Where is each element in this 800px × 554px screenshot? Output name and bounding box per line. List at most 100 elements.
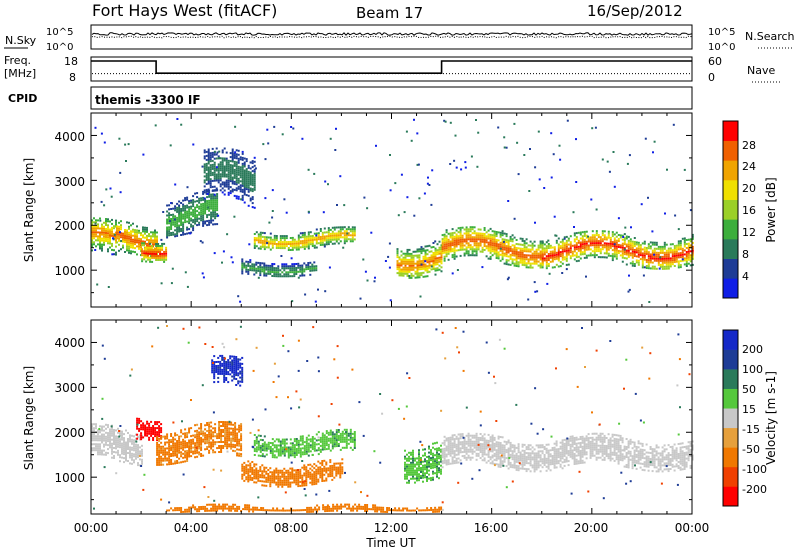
echo-cell	[323, 243, 326, 246]
echo-cell	[617, 250, 620, 252]
echo-cell	[531, 266, 534, 269]
echo-cell	[156, 241, 158, 244]
echo-cell	[305, 243, 308, 246]
echo-cell	[141, 242, 144, 245]
echo-cell	[661, 259, 664, 262]
echo-cell	[172, 450, 175, 453]
echo-cell	[285, 263, 288, 266]
echo-cell	[210, 213, 213, 216]
echo-cell	[149, 250, 152, 253]
echo-cell	[207, 172, 210, 175]
echo-cell	[217, 177, 220, 180]
echo-cell	[231, 369, 234, 372]
echo-cell	[426, 275, 429, 278]
echo-cell	[557, 257, 560, 260]
echo-cell	[133, 447, 135, 450]
noise-cell	[623, 248, 626, 251]
echo-cell	[487, 245, 490, 248]
echo-cell	[519, 237, 522, 240]
echo-cell	[221, 169, 224, 172]
echo-cell	[475, 236, 478, 239]
echo-cell	[651, 255, 654, 258]
echo-cell	[225, 161, 228, 164]
echo-cell	[404, 254, 407, 257]
echo-cell	[426, 249, 429, 252]
echo-cell	[238, 428, 241, 431]
echo-cell	[196, 192, 199, 195]
echo-cell	[235, 161, 238, 164]
noise-cell	[105, 188, 108, 191]
echo-cell	[205, 190, 208, 193]
echo-cell	[689, 256, 692, 259]
echo-cell	[101, 247, 103, 250]
echo-cell	[210, 211, 213, 214]
echo-cell	[99, 217, 101, 220]
echo-cell	[283, 263, 286, 266]
echo-cell	[675, 252, 678, 255]
echo-cell	[565, 247, 568, 250]
echo-cell	[194, 452, 197, 455]
echo-cell	[505, 261, 508, 264]
echo-cell	[285, 273, 288, 276]
echo-cell	[184, 213, 187, 216]
echo-cell	[309, 440, 312, 443]
noise-cell	[363, 196, 366, 199]
echo-cell	[313, 261, 316, 264]
echo-cell	[115, 245, 117, 248]
echo-cell	[418, 274, 421, 277]
echo-cell	[677, 248, 680, 251]
echo-cell	[541, 253, 544, 256]
echo-cell	[545, 267, 548, 270]
echo-cell	[519, 259, 522, 262]
nave-tick-top: 60	[708, 55, 722, 68]
echo-cell	[105, 439, 107, 442]
echo-cell	[410, 268, 413, 271]
echo-cell	[134, 251, 136, 254]
echo-cell	[521, 237, 524, 240]
echo-cell	[275, 267, 278, 270]
noise-cell	[119, 191, 122, 194]
echo-cell	[311, 269, 314, 272]
echo-cell	[150, 237, 152, 240]
echo-cell	[182, 440, 185, 443]
echo-cell	[131, 440, 133, 443]
echo-cell	[109, 432, 111, 435]
echo-cell	[202, 438, 205, 441]
echo-cell	[182, 442, 185, 445]
echo-cell	[434, 247, 437, 250]
echo-cell	[353, 441, 356, 443]
echo-cell	[251, 477, 254, 479]
echo-cell	[353, 447, 356, 449]
noise-cell	[199, 240, 202, 243]
echo-cell	[317, 234, 320, 237]
echo-cell	[213, 173, 216, 176]
echo-cell	[469, 236, 472, 239]
echo-cell	[184, 209, 187, 212]
noise-cell	[559, 158, 562, 161]
echo-cell	[669, 249, 672, 252]
echo-cell	[563, 242, 566, 245]
echo-cell	[231, 190, 234, 193]
echo-cell	[569, 255, 572, 258]
echo-cell	[575, 260, 578, 263]
echo-cell	[182, 217, 185, 220]
echo-cell	[457, 249, 460, 252]
noise-cell	[359, 297, 362, 300]
echo-cell	[303, 245, 306, 248]
echo-cell	[161, 258, 164, 261]
echo-cell	[226, 435, 229, 438]
echo-cell	[469, 238, 472, 241]
echo-cell	[203, 181, 206, 184]
echo-cell	[235, 173, 238, 176]
echo-cell	[178, 457, 181, 460]
echo-cell	[93, 243, 95, 246]
echo-cell	[211, 151, 214, 154]
echo-cell	[279, 446, 282, 449]
noise-cell	[217, 214, 220, 217]
echo-cell	[216, 223, 219, 226]
echo-cell	[651, 265, 654, 268]
echo-cell	[139, 436, 141, 439]
echo-cell	[126, 229, 128, 232]
echo-cell	[673, 255, 676, 257]
echo-cell	[137, 456, 139, 459]
